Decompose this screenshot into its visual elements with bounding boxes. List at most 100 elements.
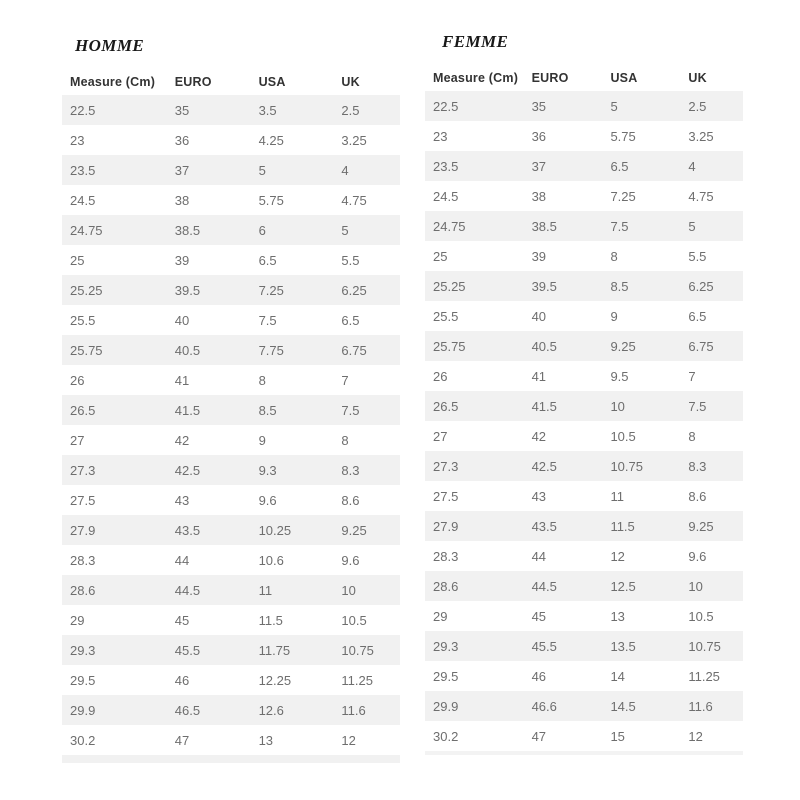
table-cell: 28.3 <box>433 548 459 564</box>
table-cell: 43.5 <box>531 518 557 534</box>
table-cell: 13.5 <box>610 638 636 654</box>
table-row: 30.2 47 13 12 <box>62 725 400 755</box>
table-cell: 43 <box>174 492 190 508</box>
table-cell: 4 <box>341 162 349 178</box>
table-cell: 8.3 <box>341 462 360 478</box>
table-cell: 2.5 <box>341 102 360 118</box>
table-row: 28.3 44 10.6 9.6 <box>62 545 400 575</box>
partial-next-row <box>425 751 743 755</box>
table-cell: 6.5 <box>341 312 360 328</box>
table-cell: 39 <box>531 248 547 264</box>
table-cell: 8.6 <box>341 492 360 508</box>
table-cell: 10.5 <box>610 428 636 444</box>
table-cell: 47 <box>531 728 547 744</box>
table-body: 22.5 35 5 2.5 23 36 5.75 3.25 23.5 37 6.5 4 24.5 38 7.… <box>425 91 743 751</box>
table-row: 22.5 35 3.5 2.5 <box>62 95 400 125</box>
table-cell: 40.5 <box>531 338 557 354</box>
table-cell: 10.6 <box>258 552 284 568</box>
table-row: 25.75 40.5 7.75 6.75 <box>62 335 400 365</box>
table-row: 25 39 8 5.5 <box>425 241 743 271</box>
table-row: 29.3 45.5 13.5 10.75 <box>425 631 743 661</box>
table-cell: 9.3 <box>258 462 277 478</box>
table-cell: 29 <box>433 608 448 624</box>
table-cell: 23 <box>70 132 85 148</box>
table-row: 25.25 39.5 7.25 6.25 <box>62 275 400 305</box>
table-cell: 24.5 <box>70 192 96 208</box>
size-table-femme: Measure (Cm) EURO USA UK 22.5 35 5 2.5 23 36 5.75… <box>425 64 743 755</box>
table-row: 25 39 6.5 5.5 <box>62 245 400 275</box>
table-cell: 22.5 <box>70 102 96 118</box>
table-cell: 45 <box>531 608 547 624</box>
table-cell: 29.9 <box>70 702 96 718</box>
table-row: 29.9 46.5 12.6 11.6 <box>62 695 400 725</box>
table-cell: 29.5 <box>433 668 459 684</box>
table-cell: 3.25 <box>688 128 714 144</box>
size-chart-femme: FEMME Measure (Cm) EURO USA UK 22.5 35 5 2.5 23… <box>425 30 743 755</box>
table-cell: 11.5 <box>258 612 283 628</box>
table-cell: 25 <box>433 248 448 264</box>
table-cell: 26.5 <box>433 398 459 414</box>
table-cell: 5.5 <box>688 248 707 264</box>
column-header: Measure (Cm) <box>433 70 519 85</box>
table-cell: 11.6 <box>688 698 713 714</box>
table-cell: 29 <box>70 612 85 628</box>
table-cell: 24.5 <box>433 188 459 204</box>
table-cell: 44.5 <box>174 582 201 598</box>
table-cell: 43.5 <box>174 522 201 538</box>
table-cell: 41.5 <box>531 398 557 414</box>
table-cell: 29.3 <box>433 638 459 654</box>
table-cell: 46 <box>531 668 547 684</box>
table-cell: 10.75 <box>610 458 643 474</box>
size-chart-page: HOMME Measure (Cm) EURO USA UK 22.5 35 3.5 2.5… <box>62 30 743 763</box>
table-cell: 27 <box>433 428 448 444</box>
table-row: 26 41 9.5 7 <box>425 361 743 391</box>
table-cell: 6.5 <box>258 252 277 268</box>
table-cell: 27.9 <box>433 518 459 534</box>
table-cell: 9.6 <box>688 548 707 564</box>
table-cell: 39.5 <box>174 282 201 298</box>
table-cell: 29.3 <box>70 642 96 658</box>
table-cell: 25.5 <box>433 308 459 324</box>
table-cell: 10.25 <box>258 522 292 538</box>
table-cell: 26.5 <box>70 402 96 418</box>
table-cell: 23 <box>433 128 448 144</box>
table-cell: 42 <box>174 432 190 448</box>
table-cell: 25.75 <box>70 342 103 358</box>
table-cell: 14 <box>610 668 625 684</box>
table-row: 29.5 46 14 11.25 <box>425 661 743 691</box>
table-cell: 5.5 <box>341 252 360 268</box>
column-header: USA <box>610 70 638 85</box>
table-cell: 30.2 <box>433 728 459 744</box>
table-cell: 27.3 <box>70 462 96 478</box>
table-row: 23 36 5.75 3.25 <box>425 121 743 151</box>
table-cell: 5 <box>258 162 266 178</box>
table-cell: 11.25 <box>688 668 720 684</box>
table-cell: 23.5 <box>70 162 96 178</box>
table-cell: 12 <box>688 728 703 744</box>
column-header: UK <box>341 74 360 89</box>
table-row: 28.6 44.5 12.5 10 <box>425 571 743 601</box>
table-cell: 41.5 <box>174 402 201 418</box>
table-cell: 11.25 <box>341 672 373 688</box>
table-cell: 45.5 <box>174 642 201 658</box>
column-header: EURO <box>531 70 569 85</box>
table-cell: 8.5 <box>610 278 629 294</box>
table-cell: 36 <box>174 132 190 148</box>
table-row: 23 36 4.25 3.25 <box>62 125 400 155</box>
table-cell: 7.5 <box>258 312 277 328</box>
table-row: 27.3 42.5 10.75 8.3 <box>425 451 743 481</box>
table-cell: 12 <box>341 732 356 748</box>
table-cell: 26 <box>70 372 85 388</box>
table-cell: 29.9 <box>433 698 459 714</box>
column-header: Measure (Cm) <box>70 74 156 89</box>
table-cell: 41 <box>531 368 547 384</box>
table-cell: 27.9 <box>70 522 96 538</box>
table-cell: 25.75 <box>433 338 466 354</box>
table-cell: 5.75 <box>610 128 636 144</box>
table-cell: 6.75 <box>341 342 367 358</box>
table-cell: 44.5 <box>531 578 557 594</box>
table-cell: 28.6 <box>433 578 459 594</box>
table-row: 30.2 47 15 12 <box>425 721 743 751</box>
table-cell: 7 <box>688 368 696 384</box>
partial-next-row <box>62 755 400 763</box>
